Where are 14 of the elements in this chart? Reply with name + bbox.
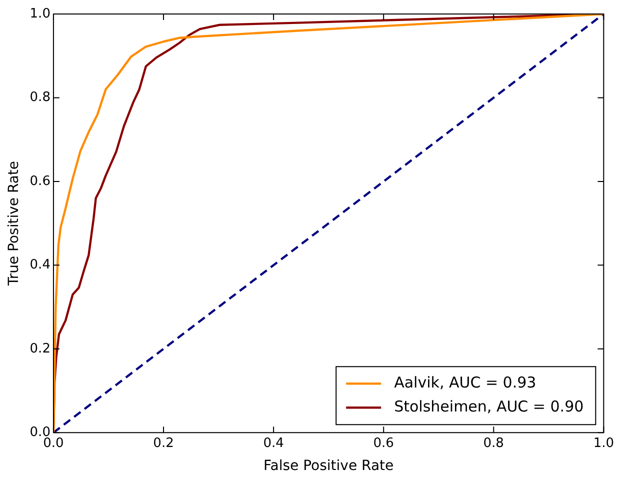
- y-tick-label: 1.0: [30, 6, 50, 22]
- y-tick-label: 0.2: [30, 341, 50, 356]
- x-axis-title: False Positive Rate: [264, 458, 394, 474]
- x-tick-label: 0.2: [153, 436, 174, 451]
- x-tick-label: 0.8: [483, 436, 504, 451]
- y-axis-title: True Positive Rate: [6, 160, 22, 287]
- x-tick-label: 1.0: [593, 436, 614, 451]
- y-tick-label: 0.8: [30, 90, 50, 106]
- legend-label: Stolsheimen, AUC = 0.90: [394, 397, 584, 416]
- x-tick-label: 0.6: [373, 436, 394, 451]
- y-tick-label: 0.4: [30, 258, 50, 273]
- y-tick-label: 0.6: [30, 174, 50, 189]
- x-tick-label: 0.4: [263, 436, 284, 451]
- legend-label: Aalvik, AUC = 0.93: [394, 373, 536, 392]
